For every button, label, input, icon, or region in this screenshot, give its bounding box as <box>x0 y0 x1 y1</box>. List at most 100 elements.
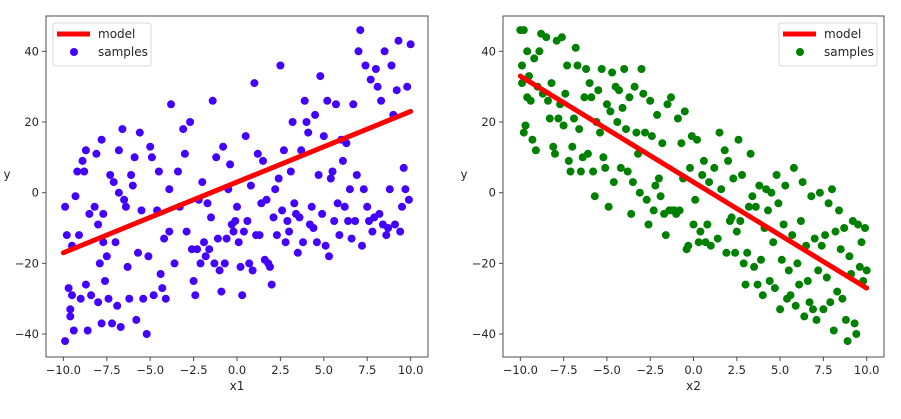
sample-point <box>90 202 99 211</box>
sample-point <box>312 238 321 247</box>
y-tick-label: 20 <box>481 115 496 129</box>
sample-point <box>632 128 641 137</box>
sample-point <box>677 139 686 148</box>
sample-point <box>236 262 245 271</box>
x-tick-label: −5.0 <box>136 363 164 377</box>
sample-point <box>109 178 118 187</box>
sample-point <box>826 298 835 307</box>
sample-point <box>323 96 332 105</box>
sample-point <box>528 135 537 144</box>
sample-point <box>620 65 629 73</box>
sample-point <box>76 294 85 303</box>
sample-point <box>840 224 849 232</box>
sample-point <box>191 291 200 300</box>
sample-point <box>272 231 281 240</box>
left-x-ticks: −10.0 −7.5 −5.0 −2.5 0.0 2.5 5.0 7.5 10.0 <box>46 357 423 377</box>
sample-point <box>116 323 125 331</box>
sample-point <box>375 209 384 218</box>
sample-point <box>554 114 563 123</box>
sample-point <box>253 149 262 158</box>
sample-point <box>654 174 663 183</box>
sample-point <box>535 47 544 56</box>
sample-point <box>371 65 380 73</box>
sample-point <box>625 93 634 102</box>
sample-point <box>344 217 353 225</box>
sample-point <box>691 195 700 204</box>
sample-point <box>758 291 767 300</box>
sample-point <box>675 206 684 215</box>
x-tick-label: 7.5 <box>358 363 376 377</box>
sample-point <box>680 107 689 116</box>
sample-point <box>304 128 313 137</box>
sample-point <box>61 337 70 346</box>
sample-point <box>233 202 241 211</box>
sample-point <box>326 174 335 183</box>
sample-point <box>519 128 528 137</box>
sample-point <box>776 305 785 314</box>
sample-point <box>568 142 577 151</box>
x-tick-label: −10.0 <box>503 363 538 377</box>
sample-point <box>729 174 738 183</box>
sample-point <box>97 319 106 328</box>
y-tick-label: −40 <box>472 327 496 341</box>
sample-point <box>335 231 344 240</box>
sample-point <box>229 227 238 236</box>
sample-point <box>746 149 755 158</box>
sample-point <box>226 160 235 169</box>
sample-point <box>352 171 361 179</box>
sample-point <box>114 146 123 155</box>
sample-point <box>285 227 294 236</box>
sample-point <box>243 217 252 225</box>
sample-point <box>239 227 248 236</box>
sample-point <box>751 202 760 211</box>
sample-point <box>828 185 836 194</box>
sample-point <box>651 181 660 190</box>
sample-point <box>99 238 108 247</box>
sample-point <box>791 301 800 310</box>
legend-samples-label: samples <box>824 45 874 59</box>
sample-point <box>78 156 87 165</box>
sample-point <box>321 241 330 250</box>
sample-point <box>189 277 198 285</box>
sample-point <box>404 195 413 204</box>
sample-point <box>130 153 139 162</box>
left-samples-scatter <box>61 26 415 346</box>
sample-point <box>784 266 793 275</box>
sample-point <box>590 192 599 201</box>
left-subplot: −10.0 −7.5 −5.0 −2.5 0.0 2.5 5.0 7.5 10.0 −40 −20… <box>3 15 429 393</box>
sample-point <box>160 234 169 243</box>
sample-point <box>380 47 389 56</box>
sample-point <box>561 89 570 98</box>
sample-point <box>134 248 142 257</box>
sample-point <box>219 142 228 151</box>
sample-point <box>597 65 606 73</box>
sample-point <box>281 238 290 247</box>
x-tick-label: −2.5 <box>180 363 208 377</box>
sample-point <box>250 79 259 88</box>
sample-point <box>641 128 649 137</box>
sample-point <box>200 238 208 247</box>
sample-point <box>814 266 823 275</box>
sample-point <box>841 315 850 324</box>
sample-point <box>843 337 852 346</box>
sample-point <box>587 93 596 102</box>
sample-point <box>318 209 327 218</box>
sample-point <box>767 188 776 197</box>
sample-point <box>158 284 167 293</box>
sample-point <box>589 167 598 176</box>
sample-point <box>102 252 111 261</box>
sample-point <box>563 61 572 70</box>
sample-point <box>113 301 122 310</box>
sample-point <box>307 202 316 211</box>
sample-point <box>332 100 340 109</box>
sample-point <box>564 156 573 165</box>
sample-point <box>215 266 224 275</box>
sample-point <box>630 82 639 91</box>
sample-point <box>201 252 210 261</box>
sample-point <box>854 220 862 229</box>
sample-point <box>748 192 757 201</box>
sample-point <box>69 326 78 335</box>
legend-samples-swatch <box>796 48 804 56</box>
sample-point <box>283 217 292 225</box>
sample-point <box>132 315 141 324</box>
